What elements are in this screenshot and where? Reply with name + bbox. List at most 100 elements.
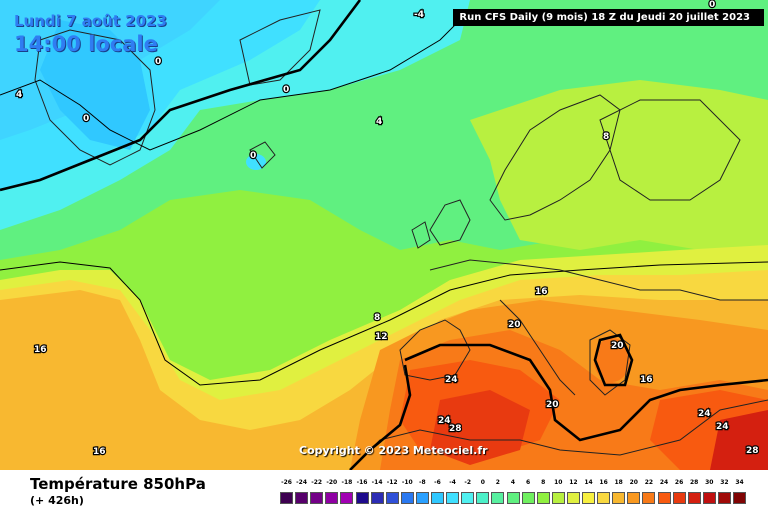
scale-tick-label: 6 [526,479,531,486]
field-16c-atlantic [68,412,128,448]
scale-tick-label: 20 [629,479,638,486]
contour-label: 0 [709,0,715,10]
scale-tick-label: 18 [614,479,623,486]
contour-label: 28 [449,424,462,434]
scale-tick-label: 4 [510,479,516,486]
field-28c-east [710,410,768,470]
contour-label: 16 [93,447,106,457]
scale-swatch [733,492,746,504]
contour-label: 24 [698,409,711,419]
field-28c [430,390,530,465]
scale-labels: -26 -24 -22 -20 -18 -16 -14 -12 -10 -8 -6 -4 -2 0 2 4 6 8… [280,478,748,490]
contour-label: 8 [603,132,609,142]
contour-labels: -4 0 0 0 4 0 0 4 8 8 12 16 16 16 20 20 2… [15,0,760,458]
scale-tick-label: -22 [311,479,323,486]
run-info: Run CFS Daily (9 mois) 18 Z du Jeudi 20 … [453,9,764,26]
scale-swatch [582,492,595,504]
contour-label: 8 [374,313,380,323]
scale-tick-label: -16 [356,479,368,486]
lead-time: (+ 426h) [30,494,84,507]
scale-swatch [491,492,505,504]
contour-label: 20 [508,320,521,330]
field-20c-balkan [594,338,630,382]
scale-tick-label: -4 [449,479,456,486]
scale-swatch [521,492,535,504]
scale-swatch [612,492,626,504]
parameter-title: Température 850hPa [30,475,206,493]
scale-tick-label: 32 [720,479,729,486]
contour-label: 0 [83,114,89,124]
contour-label: 4 [16,90,22,100]
scale-swatch [415,492,429,504]
map-svg: -4 0 0 0 4 0 0 4 8 8 12 16 16 16 20 20 2… [0,0,768,470]
scale-swatch [340,492,354,504]
scale-tick-label: -20 [326,479,338,486]
color-scale: -26 -24 -22 -20 -18 -16 -14 -12 -10 -8 -6 -4 -2 0 2 4 6 8… [280,478,748,504]
scale-swatch [461,492,475,504]
scale-swatch [295,492,309,504]
contour-label: 24 [716,422,729,432]
contour-label: 4 [376,117,382,127]
scale-tick-label: -24 [296,479,308,486]
forecast-time: 14:00 locale [14,32,158,56]
contour-label: 0 [250,151,256,161]
scale-swatch [687,492,701,504]
legend-footer: Température 850hPa (+ 426h) -26 -24 -22 -20… [0,470,768,512]
scale-tick-label: -2 [464,479,472,486]
scale-swatch [280,492,293,504]
contour-label: -4 [414,10,424,20]
forecast-date: Lundi 7 août 2023 [14,12,167,30]
scale-swatch [657,492,671,504]
scale-swatch [400,492,414,504]
scale-swatch [702,492,716,504]
scale-tick-label: 24 [659,479,669,486]
scale-tick-label: -10 [401,479,413,486]
scale-tick-label: 30 [705,479,714,486]
scale-tick-label: 2 [495,479,500,486]
scale-tick-label: 12 [569,479,578,486]
contour-label: 0 [283,85,289,95]
contours-thick [0,0,768,470]
scale-tick-label: 14 [584,479,593,486]
scale-tick-label: 8 [541,479,546,486]
scale-swatch [370,492,384,504]
scale-swatch [431,492,444,504]
scale-tick-label: -6 [434,479,441,486]
contour-label: 24 [438,416,451,426]
contour-label: 20 [611,341,624,351]
scale-tick-label: -8 [419,479,426,486]
scale-swatch [506,492,520,504]
scale-tick-label: 28 [690,479,699,486]
scale-tick-label: -12 [386,479,398,486]
scale-swatch [446,492,460,504]
scale-swatch [672,492,686,504]
scale-swatch [385,492,399,504]
scale-swatch [551,492,565,504]
scale-swatch [717,492,731,504]
contour-label: 16 [640,375,653,385]
scale-tick-label: 0 [480,479,485,486]
field-8c-ne [470,80,768,260]
contour-label: 12 [375,332,388,342]
coastlines [34,9,768,470]
copyright: Copyright © 2023 Meteociel.fr [299,444,488,457]
contour-label: 28 [746,446,759,456]
scale-tick-label: 16 [599,479,608,486]
scale-tick-label: 34 [735,479,744,486]
scale-tick-label: -26 [281,479,292,486]
scale-swatch [642,492,656,504]
scale-tick-label: 10 [554,479,563,486]
scale-swatch [566,492,580,504]
scale-swatch [325,492,339,504]
scale-swatch [627,492,641,504]
temperature-map: -4 0 0 0 4 0 0 4 8 8 12 16 16 16 20 20 2… [0,0,768,470]
scale-swatch [310,492,324,504]
scale-tick-label: 22 [644,479,654,486]
contours-thin [0,9,768,386]
contour-label: 16 [34,345,47,355]
scale-tick-label: -14 [371,479,383,486]
contour-label: 24 [445,375,458,385]
scale-bar [280,490,748,504]
scale-swatch [355,492,369,504]
